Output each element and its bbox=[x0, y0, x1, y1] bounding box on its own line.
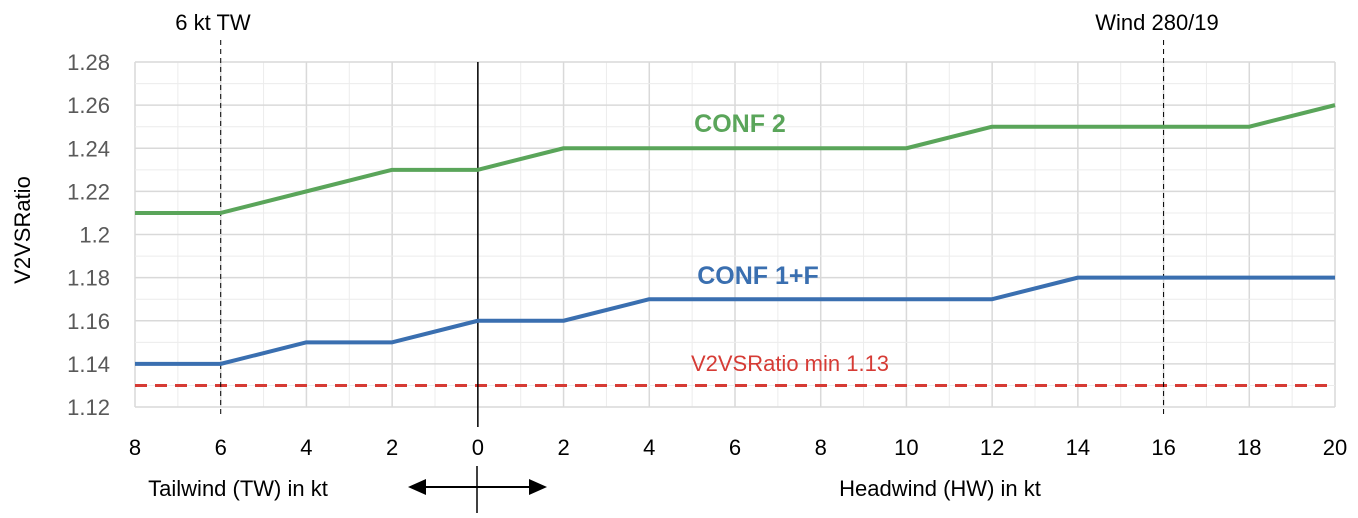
x-tick-label: 14 bbox=[1066, 435, 1090, 460]
x-tick-label: 4 bbox=[643, 435, 655, 460]
y-tick-label: 1.16 bbox=[67, 309, 110, 334]
x-tick-label: 2 bbox=[557, 435, 569, 460]
x-tick-label: 0 bbox=[472, 435, 484, 460]
x-tick-label: 10 bbox=[894, 435, 918, 460]
x-axis-title-tailwind: Tailwind (TW) in kt bbox=[148, 476, 328, 501]
marker-label-wind: Wind 280/19 bbox=[1095, 10, 1219, 35]
series-label-conf1f: CONF 1+F bbox=[697, 262, 819, 290]
arrow-head-left bbox=[408, 479, 426, 495]
x-tick-label: 8 bbox=[129, 435, 141, 460]
y-tick-label: 1.18 bbox=[67, 266, 110, 291]
y-axis-title: V2VSRatio bbox=[10, 176, 35, 284]
y-tick-label: 1.14 bbox=[67, 352, 110, 377]
marker-lines bbox=[220, 40, 1165, 427]
y-tick-label: 1.22 bbox=[67, 179, 110, 204]
y-tick-label: 1.28 bbox=[67, 50, 110, 75]
y-tick-label: 1.26 bbox=[67, 93, 110, 118]
threshold-label: V2VSRatio min 1.13 bbox=[691, 351, 889, 376]
series-lines bbox=[135, 103, 1336, 366]
marker-label-6kt-tw: 6 kt TW bbox=[175, 10, 251, 35]
x-tick-label: 20 bbox=[1323, 435, 1347, 460]
x-tick-label: 6 bbox=[729, 435, 741, 460]
series-label-conf2: CONF 2 bbox=[694, 110, 786, 138]
x-tick-label: 18 bbox=[1237, 435, 1261, 460]
x-axis-title-headwind: Headwind (HW) in kt bbox=[839, 476, 1041, 501]
x-tick-label: 4 bbox=[300, 435, 312, 460]
x-tick-label: 6 bbox=[215, 435, 227, 460]
x-tick-label: 12 bbox=[980, 435, 1004, 460]
y-tick-label: 1.2 bbox=[79, 223, 110, 248]
x-tick-label: 8 bbox=[815, 435, 827, 460]
y-tick-label: 1.12 bbox=[67, 395, 110, 420]
wind-direction-arrow-icon bbox=[408, 466, 547, 513]
x-tick-labels: 8 6 4 2 0 2 4 6 8 10 12 14 16 18 20 bbox=[129, 435, 1347, 460]
x-tick-label: 2 bbox=[386, 435, 398, 460]
series-line-conf1f bbox=[135, 275, 1335, 366]
y-tick-labels: 1.12 1.14 1.16 1.18 1.2 1.22 1.24 1.26 1.28 bbox=[67, 50, 110, 420]
series-line-conf2 bbox=[135, 103, 1336, 215]
y-tick-label: 1.24 bbox=[67, 136, 110, 161]
arrow-head-right bbox=[529, 479, 547, 495]
x-tick-label: 16 bbox=[1151, 435, 1175, 460]
